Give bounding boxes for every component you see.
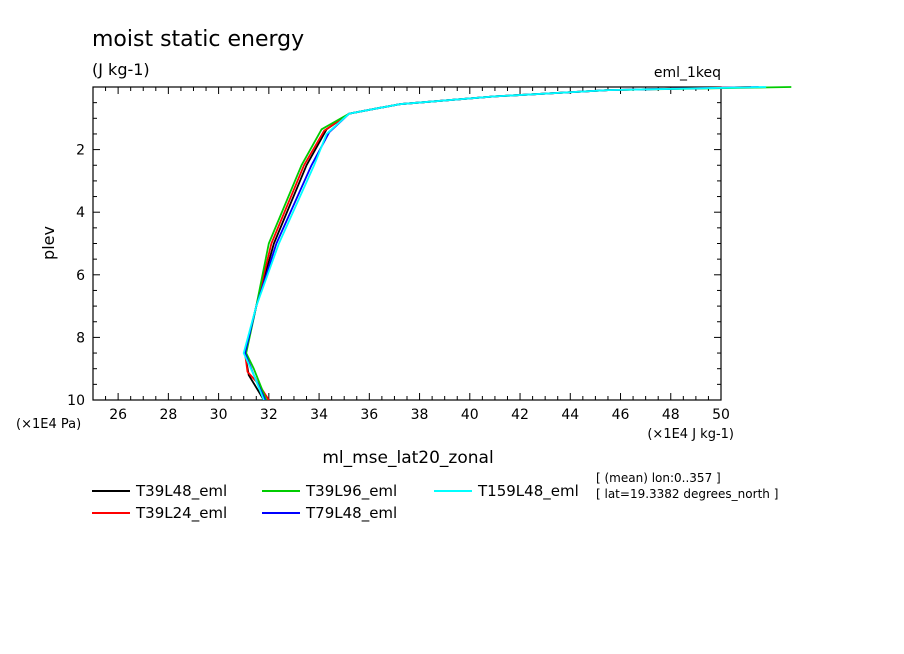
x-unit-label: (×1E4 J kg-1) bbox=[647, 427, 734, 442]
x-tick-label: 34 bbox=[310, 407, 328, 423]
legend-label-t39l24-eml: T39L24_eml bbox=[135, 504, 227, 523]
x-tick-label: 42 bbox=[511, 407, 529, 423]
legend: T39L48_eml T39L24_eml T39L96_eml T79L48_eml… bbox=[92, 482, 579, 523]
y-unit-label: (×1E4 Pa) bbox=[16, 417, 81, 432]
annotation-lat: [ lat=19.3382 degrees_north ] bbox=[596, 487, 778, 501]
chart-units-label: (J kg-1) bbox=[92, 60, 150, 79]
x-tick-label: 48 bbox=[662, 407, 680, 423]
x-tick-label: 32 bbox=[260, 407, 278, 423]
y-tick-labels: 2 4 6 8 10 bbox=[67, 143, 85, 409]
y-tick-label: 6 bbox=[76, 268, 85, 284]
series-line-t39l48-eml bbox=[244, 86, 752, 400]
x-tick-label: 50 bbox=[712, 407, 730, 423]
y-axis-label: plev bbox=[39, 226, 58, 260]
x-tick-label: 30 bbox=[210, 407, 228, 423]
x-tick-label: 44 bbox=[561, 407, 579, 423]
x-tick-label: 28 bbox=[159, 407, 177, 423]
y-tick-label: 8 bbox=[76, 330, 85, 346]
y-tick-label: 2 bbox=[76, 143, 85, 159]
series-lines bbox=[242, 86, 792, 400]
chart-title: moist static energy bbox=[92, 27, 304, 52]
y-tick-label: 4 bbox=[76, 205, 85, 221]
annotation-lon: [ (mean) lon:0..357 ] bbox=[596, 471, 721, 485]
x-tick-labels: 26 28 30 32 34 36 38 40 42 44 46 48 50 bbox=[109, 407, 730, 423]
legend-label-t159l48-eml: T159L48_eml bbox=[477, 482, 579, 501]
series-line-t39l24-eml bbox=[244, 86, 752, 400]
legend-label-t39l96-eml: T39L96_eml bbox=[305, 482, 397, 501]
legend-label-t39l48-eml: T39L48_eml bbox=[135, 482, 227, 501]
x-tick-label: 26 bbox=[109, 407, 127, 423]
axis-ticks bbox=[92, 86, 722, 401]
x-tick-label: 46 bbox=[612, 407, 630, 423]
legend-label-t79l48-eml: T79L48_eml bbox=[305, 504, 397, 523]
series-line-t159l48-eml bbox=[242, 86, 767, 400]
top-right-label: eml_1keq bbox=[654, 65, 721, 81]
x-tick-label: 40 bbox=[461, 407, 479, 423]
x-tick-label: 38 bbox=[411, 407, 429, 423]
y-tick-label: 10 bbox=[67, 393, 85, 409]
x-tick-label: 36 bbox=[360, 407, 378, 423]
x-axis-label: ml_mse_lat20_zonal bbox=[322, 448, 493, 468]
plot-frame bbox=[92, 86, 722, 401]
